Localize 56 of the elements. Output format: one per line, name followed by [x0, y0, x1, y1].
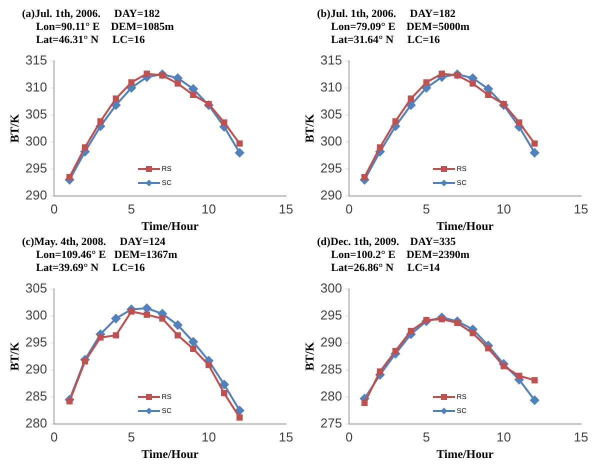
x-tick-label: 0: [50, 201, 58, 216]
x-tick-label: 15: [574, 201, 588, 216]
y-tick-label: 275: [320, 416, 342, 431]
x-tick-label: 15: [278, 201, 294, 216]
x-tick-label: 5: [128, 201, 136, 216]
y-tick-label: 310: [25, 79, 48, 94]
x-tick-label: 10: [496, 201, 511, 216]
y-tick-label: 280: [25, 416, 48, 431]
y-tick-label: 290: [320, 334, 342, 350]
x-tick-label: 5: [128, 429, 136, 444]
chart-title: (b)Jul. 1th, 2006. DAY=182: [317, 8, 456, 21]
y-tick-label: 295: [320, 307, 342, 322]
y-tick-label: 295: [25, 160, 48, 176]
y-tick-label: 290: [25, 188, 48, 203]
y-tick-label: 300: [320, 280, 342, 296]
y-tick-label: 285: [25, 388, 48, 404]
y-tick-label: 300: [25, 307, 48, 322]
y-tick-label: 305: [25, 106, 48, 122]
y-tick-label: 305: [320, 106, 342, 122]
x-tick-label: 0: [345, 201, 353, 216]
y-axis-title: BT/K: [302, 113, 316, 143]
x-tick-label: 15: [278, 429, 294, 444]
chart-subtitle: Lon=109.46° E DEM=1367m Lat=39.69° N LC=16: [35, 249, 178, 275]
chart-subtitle: Lon=90.11° E DEM=1085m Lat=46.31° N LC=16: [35, 21, 175, 47]
x-tick-label: 0: [50, 429, 58, 444]
y-tick-label: 315: [320, 52, 342, 68]
y-tick-label: 290: [320, 188, 342, 203]
y-tick-label: 290: [25, 362, 48, 376]
y-tick-label: 295: [25, 334, 48, 350]
x-tick-label: 10: [496, 429, 511, 444]
x-tick-label: 5: [422, 429, 430, 444]
y-tick-label: 280: [320, 388, 342, 404]
y-axis-title: BT/K: [7, 341, 22, 371]
chart-title: (c)May. 4th, 2008. DAY=124: [22, 236, 166, 249]
y-tick-label: 300: [25, 134, 48, 148]
y-tick-label: 300: [320, 134, 342, 148]
x-axis-title: Time/Hour: [141, 218, 200, 233]
chart-title: (a)Jul. 1th, 2006. DAY=182: [22, 8, 161, 21]
x-axis-title: Time/Hour: [141, 446, 200, 461]
x-axis-title: Time/Hour: [436, 446, 494, 461]
x-tick-label: 10: [201, 201, 216, 216]
x-tick-label: 10: [201, 429, 216, 444]
chart-subtitle: Lon=100.2° E DEM=2390m Lat=26.86° N LC=14: [330, 249, 471, 275]
y-tick-label: 310: [320, 79, 342, 94]
chart-subtitle: Lon=79.09° E DEM=5000m Lat=31.64° N LC=16: [330, 21, 471, 47]
y-tick-label: 295: [320, 160, 342, 176]
y-tick-label: 305: [25, 280, 48, 296]
x-tick-label: 0: [345, 429, 353, 444]
y-axis-title: BT/K: [7, 113, 22, 143]
y-axis-title: BT/K: [302, 341, 316, 371]
y-tick-label: 285: [320, 362, 342, 376]
x-axis-title: Time/Hour: [436, 218, 494, 233]
chart-title: (d)Dec. 1th, 2009. DAY=335: [317, 236, 457, 249]
y-tick-label: 315: [25, 52, 48, 68]
x-tick-label: 15: [574, 429, 588, 444]
x-tick-label: 5: [422, 201, 430, 216]
